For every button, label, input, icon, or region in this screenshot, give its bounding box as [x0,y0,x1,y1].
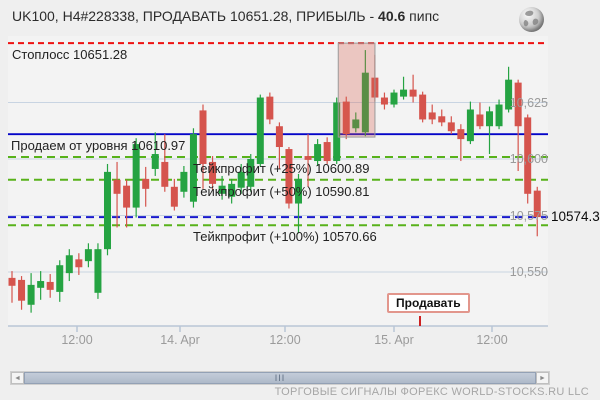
candle-body [333,102,341,162]
candle-body [524,117,532,194]
candle-body [151,154,159,169]
candle-body [486,111,493,127]
current-price-label: 10574.3 [551,209,600,225]
y-axis-label: 10,625 [509,95,548,110]
footer-branding: ТОРГОВЫЕ СИГНАЛЫ ФОРЕКС WORLD-STOCKS.RU … [274,386,589,398]
candle-body [304,156,312,160]
candle-body [352,119,360,129]
x-axis-label: 14. Apr [160,333,200,347]
scrollbar-thumb[interactable]: III [24,372,536,384]
scroll-right-button[interactable]: ► [536,372,549,384]
scroll-left-button[interactable]: ◄ [11,372,24,384]
candle-body [428,112,436,120]
candle-body [505,79,513,110]
candle-body [218,185,226,194]
candle-body [447,122,455,132]
candle-body [104,171,111,250]
candle-body [228,183,236,197]
candle-body [56,265,64,292]
candle-body [18,279,26,301]
sell-marker: Продавать [387,293,470,313]
candle-body [199,110,207,164]
candle-body [180,171,188,192]
takeprofit1-label: Тейкпрофит (+25%) 10600.89 [193,160,370,176]
title-units: пипс [405,8,440,24]
candle-body [46,281,54,290]
candle-body [476,114,484,127]
horizontal-scrollbar[interactable]: ◄ III ► [10,371,550,385]
candle-body [457,129,465,140]
page-title: UK100, H4#228338, ПРОДАВАТЬ 10651.28, ПР… [12,8,439,24]
signal-zone [337,42,376,138]
title-text: UK100, H4#228338, ПРОДАВАТЬ 10651.28, ПР… [12,8,379,24]
candle-body [466,109,474,142]
candle-body [438,116,446,123]
y-axis-label: 10,550 [509,265,548,279]
candle-body [8,277,16,286]
candle-body [342,101,350,135]
candle-body [495,104,503,127]
candle-body [113,179,121,194]
candle-body [409,89,417,97]
candle-body [295,178,302,204]
candle-body [314,144,322,162]
takeprofit2-label: Тейкпрофит (+50%) 10590.81 [193,183,370,199]
candle-body [161,161,169,187]
candle-body [75,259,83,268]
candle-body [123,185,131,208]
candle-body [170,186,178,207]
candle-body [94,249,102,293]
plot-background [8,36,548,326]
candle-body [380,97,388,105]
candle-body [142,178,150,189]
candle-body [65,255,73,274]
candle-body [27,284,35,305]
y-axis-label: 10,600 [509,152,548,166]
candle-body [400,89,408,97]
candle-body [275,126,283,148]
stoploss-label: Стоплосс 10651.28 [12,47,128,63]
x-axis-label: 15. Apr [374,333,414,347]
candle-body [533,190,541,218]
candle-body [361,72,369,133]
x-axis-label: 12:00 [269,333,301,347]
candle-body [266,96,274,120]
candle-body [37,281,45,288]
globe-icon [519,7,544,32]
candle-body [419,94,427,120]
x-axis-label: 12:00 [476,333,508,347]
y-axis-label: 10,575 [509,208,548,223]
candle-body [323,142,331,162]
candle-body [247,159,255,187]
profit-pips-value: 40.6 [378,8,406,24]
x-axis-label: 12:00 [61,333,93,347]
candle-body [84,249,92,262]
candle-body [237,171,245,188]
candle-body [256,97,264,164]
takeprofit3-label: Тейкпрофит (+100%) 10570.66 [193,229,377,245]
entry-level-label: Продаем от уровня 10610.97 [11,138,186,154]
candle-body [285,149,293,204]
candle-body [514,82,522,127]
candle-body [132,144,140,208]
candle-body [189,134,197,202]
candle-body [209,161,217,184]
candle-body [390,92,398,105]
